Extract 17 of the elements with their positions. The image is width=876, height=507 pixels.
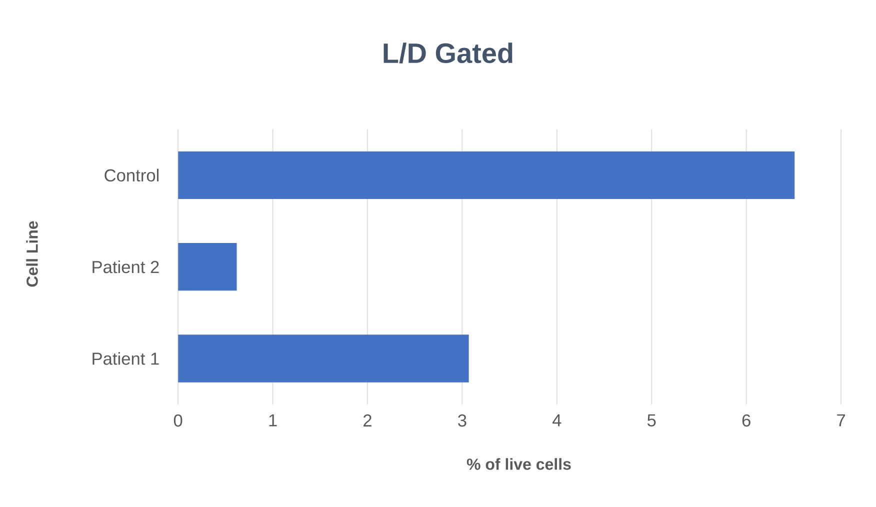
y-tick-label: Patient 1 (92, 352, 159, 365)
x-tick-label: 1 (269, 414, 277, 426)
y-tick-label: Patient 2 (92, 260, 159, 274)
x-axis-title: % of live cells (466, 458, 571, 470)
y-tick-label: Control (104, 168, 158, 182)
x-tick-label: 2 (364, 414, 372, 426)
x-tick-label: 0 (174, 414, 182, 427)
x-tick-label: 7 (837, 414, 845, 426)
y-axis-title: Cell Line (26, 221, 38, 287)
x-tick-label: 6 (742, 414, 750, 427)
x-tick-label: 5 (647, 414, 656, 426)
bar (178, 334, 469, 382)
chart-title: L/D Gated (384, 42, 512, 64)
bar (178, 151, 795, 199)
x-tick-label: 3 (458, 414, 466, 427)
bar (178, 242, 237, 291)
x-tick-label: 4 (552, 414, 562, 426)
